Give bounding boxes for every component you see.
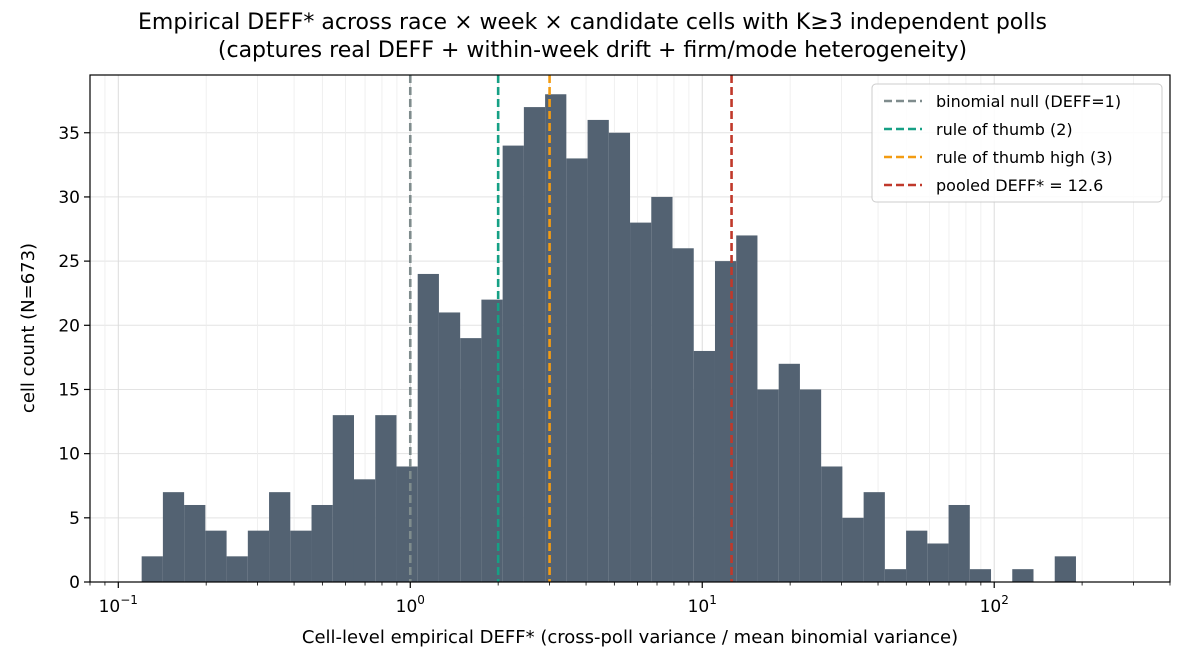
y-tick-label: 5 (69, 509, 80, 529)
histogram-bar (969, 569, 992, 582)
histogram-bar (927, 543, 949, 582)
histogram-bar (1012, 569, 1034, 582)
histogram-bar (247, 530, 270, 582)
histogram-bar (375, 415, 397, 582)
histogram-bar (651, 196, 673, 582)
y-tick-label: 20 (58, 316, 80, 336)
axes-frame (89, 74, 1171, 583)
histogram-bar (141, 556, 163, 582)
histogram-bar (205, 530, 227, 582)
histogram-bar (502, 145, 524, 582)
histogram-bar (523, 107, 546, 582)
legend: binomial null (DEFF=1) rule of thumb (2) r… (871, 83, 1163, 203)
ticks-layer: 0 5 10 15 20 25 30 35 10−1 100 101 102 (58, 124, 1171, 617)
x-tick-label: 10−1 (99, 593, 138, 617)
histogram-bar (906, 530, 928, 582)
legend-label: binomial null (DEFF=1) (936, 92, 1121, 111)
histogram-bar (736, 235, 758, 582)
histogram-bar (162, 492, 185, 582)
y-tick-label: 10 (58, 445, 80, 465)
y-tick-label: 0 (69, 573, 80, 593)
legend-frame (871, 83, 1163, 203)
histogram-bar (290, 530, 312, 582)
histogram-bar (269, 492, 291, 582)
histogram-bar (757, 389, 779, 582)
y-axis-label: cell count (N=673) (18, 243, 39, 413)
histogram-bar (799, 389, 822, 582)
histogram-bar (1054, 556, 1076, 582)
histogram-bar (311, 504, 333, 582)
x-tick-label: 101 (688, 593, 717, 617)
histogram-bar (417, 273, 439, 582)
y-tick-label: 30 (58, 188, 80, 208)
histogram-bar (863, 492, 885, 582)
y-tick-label: 35 (58, 124, 80, 144)
histogram-bar (693, 350, 715, 582)
histogram-bar (821, 466, 843, 582)
histogram-bar (630, 222, 652, 582)
histogram-bar (332, 415, 354, 582)
chart-title: Empirical DEFF* across race × week × can… (138, 10, 1047, 35)
legend-label: rule of thumb high (3) (936, 148, 1113, 167)
x-axis-label: Cell-level empirical DEFF* (cross-poll v… (302, 627, 958, 648)
legend-label: rule of thumb (2) (936, 120, 1073, 139)
y-tick-label: 15 (58, 380, 80, 400)
histogram-bar (608, 132, 631, 582)
histogram-bar (566, 158, 588, 583)
histogram-bar (842, 517, 864, 582)
histogram-bar (884, 569, 907, 582)
chart-subtitle: (captures real DEFF + within-week drift … (217, 38, 968, 63)
histogram-bar (778, 363, 800, 582)
histogram-bar (396, 466, 418, 582)
histogram-bar (438, 312, 461, 582)
x-tick-label: 100 (396, 593, 425, 617)
histogram-bar (184, 504, 206, 582)
histogram-bar (226, 556, 248, 582)
histogram-bar (353, 479, 376, 582)
histogram-bar (672, 248, 694, 582)
histogram-bar (714, 261, 737, 582)
histogram-bar (948, 504, 970, 582)
histogram-bar (587, 119, 609, 583)
x-tick-label: 102 (980, 593, 1009, 617)
y-tick-label: 25 (58, 252, 80, 272)
histogram-bar (460, 338, 482, 582)
reference-lines-layer (408, 75, 733, 582)
legend-label: pooled DEFF* = 12.6 (936, 176, 1103, 195)
